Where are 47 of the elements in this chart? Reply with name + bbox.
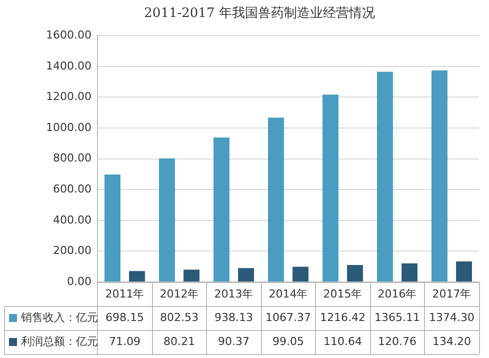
legend-label: 利润总额：亿元 xyxy=(21,334,98,348)
data-label: 120.76 xyxy=(378,334,416,348)
data-label: 134.20 xyxy=(432,334,471,348)
bar xyxy=(268,118,284,282)
y-tick-label: 400.00 xyxy=(52,213,92,226)
data-label: 698.15 xyxy=(105,310,144,324)
y-tick-label: 1200.00 xyxy=(46,90,92,104)
bar xyxy=(238,268,254,282)
bar xyxy=(322,94,338,282)
data-label: 90.37 xyxy=(218,334,250,348)
bar xyxy=(104,174,120,282)
chart-title: 2011-2017 年我国兽药制造业经营情况 xyxy=(144,6,375,22)
y-tick-label: 600.00 xyxy=(52,182,92,196)
y-tick-label: 800.00 xyxy=(52,152,92,165)
data-label: 99.05 xyxy=(272,334,304,348)
x-tick-label: 2013年 xyxy=(214,287,254,300)
data-label: 80.21 xyxy=(163,334,195,348)
bar xyxy=(159,158,175,282)
bar xyxy=(347,264,363,282)
data-label: 1216.42 xyxy=(320,310,366,324)
y-tick-label: 1400.00 xyxy=(46,59,92,72)
bar xyxy=(129,271,145,282)
bar xyxy=(214,138,230,282)
y-tick-label: 0.00 xyxy=(66,274,92,288)
data-label: 938.13 xyxy=(214,310,253,324)
bar xyxy=(432,70,448,282)
y-tick-label: 1000.00 xyxy=(46,120,92,134)
x-tick-label: 2012年 xyxy=(160,287,199,300)
x-tick-label: 2011年 xyxy=(105,287,144,300)
x-tick-label: 2015年 xyxy=(323,287,362,300)
legend-label: 销售收入：亿元 xyxy=(20,310,98,324)
y-tick-label: 200.00 xyxy=(52,244,92,258)
x-tick-label: 2016年 xyxy=(378,287,417,300)
data-label: 1365.11 xyxy=(374,310,420,324)
bar xyxy=(184,270,200,282)
data-label: 110.64 xyxy=(323,334,362,348)
bar xyxy=(402,263,418,282)
x-tick-label: 2017年 xyxy=(432,287,472,300)
data-label: 71.09 xyxy=(108,334,140,348)
data-label: 1374.30 xyxy=(429,310,474,324)
y-tick-label: 1600.00 xyxy=(46,28,92,42)
data-label: 802.53 xyxy=(160,310,198,324)
bar xyxy=(292,266,308,282)
bar xyxy=(377,72,393,282)
bar xyxy=(456,261,472,282)
x-tick-label: 2014年 xyxy=(268,287,308,300)
data-label: 1067.37 xyxy=(265,310,311,324)
